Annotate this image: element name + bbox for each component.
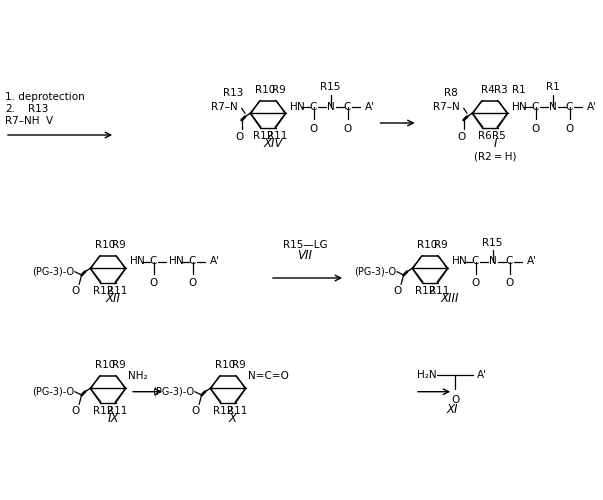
Text: XII: XII — [106, 292, 121, 305]
Text: R1: R1 — [512, 86, 526, 96]
Text: R7–N: R7–N — [210, 102, 238, 112]
Text: O: O — [235, 132, 243, 142]
Text: R11: R11 — [267, 131, 288, 141]
Text: O: O — [451, 395, 459, 405]
Text: O: O — [72, 286, 80, 296]
Text: (PG-3)-O: (PG-3)-O — [354, 266, 396, 276]
Text: R15: R15 — [320, 82, 341, 92]
Text: R15—LG: R15—LG — [283, 240, 327, 250]
Text: O: O — [188, 278, 197, 288]
Text: R12: R12 — [93, 286, 113, 296]
Text: R8: R8 — [444, 88, 458, 98]
Text: H: H — [289, 102, 297, 112]
Text: R12: R12 — [93, 406, 113, 416]
Text: R12: R12 — [253, 131, 273, 141]
Text: O: O — [344, 124, 352, 134]
Text: R9: R9 — [272, 86, 286, 96]
Text: O: O — [505, 278, 514, 288]
Text: A': A' — [526, 256, 537, 266]
Text: XI: XI — [447, 403, 458, 416]
Text: R15: R15 — [482, 238, 503, 248]
Text: R3: R3 — [494, 86, 508, 96]
Text: N: N — [297, 102, 305, 112]
Text: R6: R6 — [478, 131, 492, 141]
Text: (PG-3)-O: (PG-3)-O — [32, 386, 74, 396]
Text: H: H — [511, 102, 519, 112]
Text: VII: VII — [297, 249, 312, 262]
Text: O: O — [150, 278, 157, 288]
Text: 1. deprotection: 1. deprotection — [5, 92, 85, 102]
Text: R13: R13 — [223, 88, 244, 98]
Text: A': A' — [365, 102, 374, 112]
Text: R13: R13 — [28, 104, 48, 114]
Text: 2.: 2. — [5, 104, 15, 114]
Text: H₂N: H₂N — [417, 370, 437, 380]
Text: O: O — [394, 286, 402, 296]
Text: O: O — [457, 132, 466, 142]
Text: A': A' — [587, 102, 596, 112]
Text: H: H — [452, 256, 459, 266]
Text: XIV: XIV — [264, 137, 283, 150]
Text: O: O — [566, 124, 573, 134]
Text: N: N — [175, 256, 183, 266]
Text: R1: R1 — [546, 82, 560, 92]
Text: C: C — [532, 102, 539, 112]
Text: C: C — [566, 102, 573, 112]
Text: R9: R9 — [112, 240, 126, 250]
Text: R7–N: R7–N — [432, 102, 459, 112]
Text: O: O — [192, 406, 200, 416]
Text: N: N — [549, 102, 557, 112]
Text: R10: R10 — [95, 360, 116, 370]
Text: N=C=O: N=C=O — [248, 370, 289, 380]
Text: O: O — [472, 278, 479, 288]
Text: R5: R5 — [493, 131, 507, 141]
Text: R11: R11 — [227, 406, 248, 416]
Text: N: N — [327, 102, 335, 112]
Text: N: N — [519, 102, 526, 112]
Text: N: N — [458, 256, 466, 266]
Text: H: H — [130, 256, 137, 266]
Text: (R2 = H): (R2 = H) — [474, 151, 516, 161]
Text: O: O — [72, 406, 80, 416]
Text: R10: R10 — [417, 240, 438, 250]
Text: R10: R10 — [215, 360, 236, 370]
Text: R4: R4 — [481, 86, 494, 96]
Text: C: C — [189, 256, 196, 266]
Text: R9: R9 — [112, 360, 126, 370]
Text: C: C — [506, 256, 513, 266]
Text: R10: R10 — [95, 240, 116, 250]
Text: C: C — [310, 102, 317, 112]
Text: R12: R12 — [213, 406, 233, 416]
Text: (PG-3)-O: (PG-3)-O — [32, 266, 74, 276]
Text: R10: R10 — [255, 86, 276, 96]
Text: R11: R11 — [107, 286, 128, 296]
Text: A': A' — [210, 256, 219, 266]
Text: H: H — [169, 256, 176, 266]
Text: O: O — [309, 124, 318, 134]
Text: X: X — [229, 412, 237, 425]
Text: IX: IX — [107, 412, 119, 425]
Text: A': A' — [477, 370, 487, 380]
Text: R9: R9 — [434, 240, 448, 250]
Text: R7–NH  V: R7–NH V — [5, 116, 53, 126]
Text: C: C — [472, 256, 479, 266]
Text: R11: R11 — [429, 286, 450, 296]
Text: C: C — [344, 102, 351, 112]
Text: XIII: XIII — [441, 292, 459, 305]
Text: N: N — [136, 256, 144, 266]
Text: O: O — [531, 124, 540, 134]
Text: NH₂: NH₂ — [128, 370, 148, 380]
Text: I: I — [493, 137, 497, 150]
Text: C: C — [150, 256, 157, 266]
Text: N: N — [488, 256, 496, 266]
Text: (PG-3)-O: (PG-3)-O — [152, 386, 194, 396]
Text: R11: R11 — [107, 406, 128, 416]
Text: R9: R9 — [232, 360, 246, 370]
Text: R12: R12 — [415, 286, 435, 296]
